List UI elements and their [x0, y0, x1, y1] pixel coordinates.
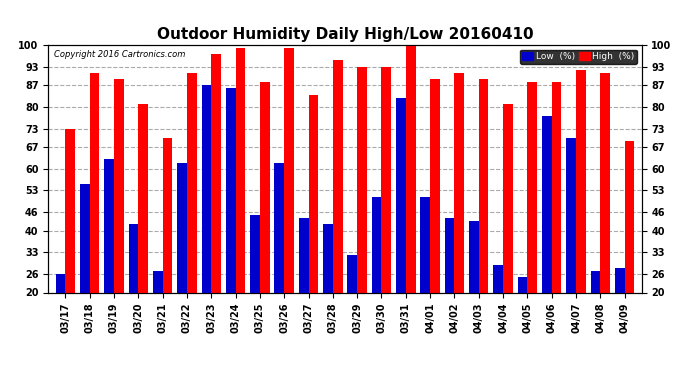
- Bar: [552, 82, 562, 292]
- Bar: [226, 88, 235, 292]
- Bar: [382, 67, 391, 292]
- Bar: [600, 73, 610, 292]
- Bar: [201, 85, 211, 292]
- Bar: [615, 268, 624, 292]
- Legend: Low  (%), High  (%): Low (%), High (%): [520, 50, 637, 64]
- Text: Copyright 2016 Cartronics.com: Copyright 2016 Cartronics.com: [55, 50, 186, 59]
- Bar: [542, 116, 552, 292]
- Bar: [566, 138, 576, 292]
- Bar: [211, 54, 221, 292]
- Bar: [333, 60, 342, 292]
- Bar: [80, 184, 90, 292]
- Bar: [308, 94, 318, 292]
- Bar: [187, 73, 197, 292]
- Bar: [284, 48, 294, 292]
- Bar: [66, 129, 75, 292]
- Bar: [479, 79, 489, 292]
- Bar: [469, 221, 479, 292]
- Bar: [153, 271, 163, 292]
- Bar: [323, 224, 333, 292]
- Bar: [104, 159, 114, 292]
- Bar: [138, 104, 148, 292]
- Bar: [275, 163, 284, 292]
- Bar: [396, 98, 406, 292]
- Bar: [90, 73, 99, 292]
- Bar: [527, 82, 537, 292]
- Bar: [372, 196, 382, 292]
- Bar: [430, 79, 440, 292]
- Bar: [576, 70, 586, 292]
- Title: Outdoor Humidity Daily High/Low 20160410: Outdoor Humidity Daily High/Low 20160410: [157, 27, 533, 42]
- Bar: [357, 67, 367, 292]
- Bar: [348, 255, 357, 292]
- Bar: [518, 277, 527, 292]
- Bar: [299, 218, 308, 292]
- Bar: [624, 141, 634, 292]
- Bar: [250, 215, 260, 292]
- Bar: [163, 138, 172, 292]
- Bar: [420, 196, 430, 292]
- Bar: [260, 82, 270, 292]
- Bar: [591, 271, 600, 292]
- Bar: [235, 48, 245, 292]
- Bar: [177, 163, 187, 292]
- Bar: [406, 45, 415, 292]
- Bar: [503, 104, 513, 292]
- Bar: [445, 218, 455, 292]
- Bar: [56, 274, 66, 292]
- Bar: [128, 224, 138, 292]
- Bar: [455, 73, 464, 292]
- Bar: [493, 265, 503, 292]
- Bar: [114, 79, 124, 292]
